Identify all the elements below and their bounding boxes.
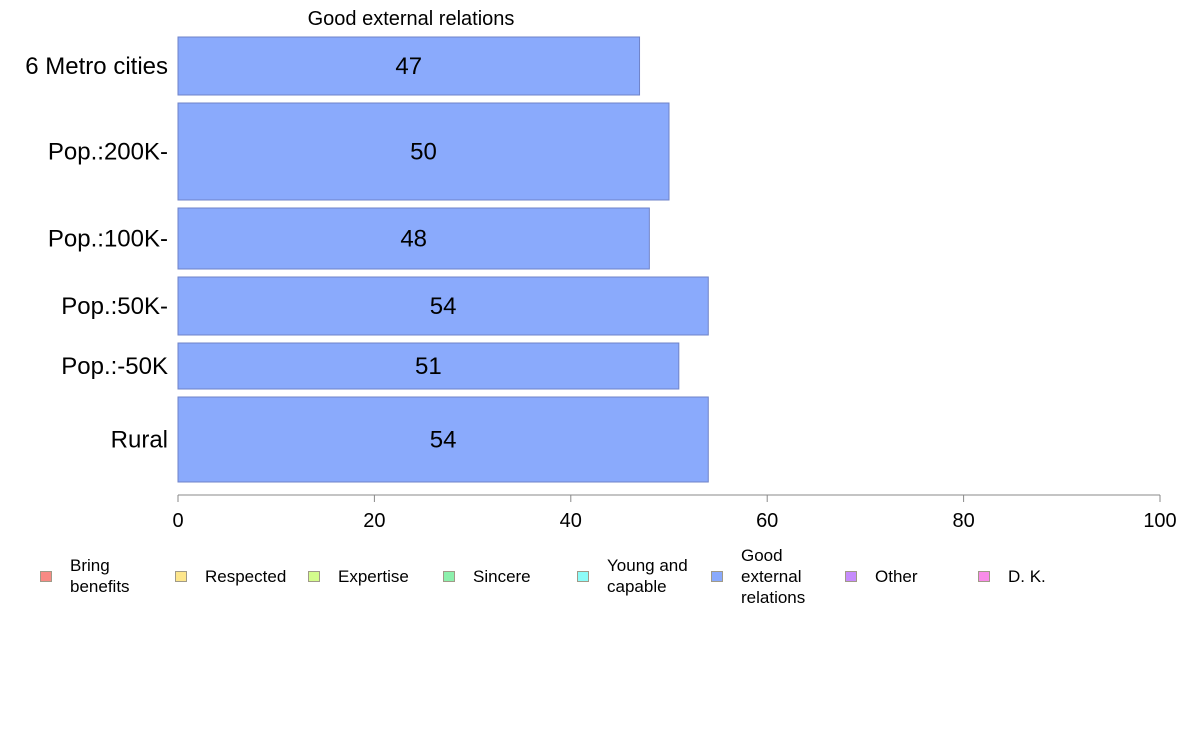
legend-label: Other xyxy=(875,566,918,586)
legend-label: Respected xyxy=(205,566,287,586)
legend-item: Respected xyxy=(175,566,286,587)
x-axis: 0 20 40 60 80 100 xyxy=(172,494,1177,532)
legend-label: Young and capable xyxy=(607,556,688,596)
bar-data-label: 50 xyxy=(410,139,437,166)
bar-chart: Good external relations 47 6 Metro cities… xyxy=(25,8,1177,532)
legend-item: Expertise xyxy=(308,566,409,587)
category-label: Pop.:50K- xyxy=(61,293,168,320)
legend: Bring benefits Respected Expertise Sincere Y… xyxy=(0,540,1188,620)
legend-label: Sincere xyxy=(473,566,531,586)
category-label: Rural xyxy=(111,427,168,454)
bar-data-label: 48 xyxy=(400,226,427,253)
category-label: Pop.:100K- xyxy=(48,226,168,253)
legend-swatch xyxy=(308,570,320,582)
bar-data-label: 54 xyxy=(430,293,457,320)
bar xyxy=(177,207,650,270)
bar xyxy=(177,36,641,96)
bar-data-label: 51 xyxy=(415,353,442,380)
legend-swatch xyxy=(577,570,589,582)
bar xyxy=(177,102,670,201)
legend-label: Expertise xyxy=(338,566,409,586)
bar xyxy=(177,342,680,390)
legend-label: Bring benefits xyxy=(70,556,130,596)
legend-swatch xyxy=(978,570,990,582)
legend-item: Young and capable xyxy=(577,555,688,597)
x-tick-label: 60 xyxy=(756,510,778,532)
legend-item: Bring benefits xyxy=(40,555,130,597)
legend-swatch xyxy=(711,570,723,582)
legend-item: Other xyxy=(845,566,918,587)
legend-swatch xyxy=(845,570,857,582)
chart-title: Good external relations xyxy=(308,8,515,30)
x-tick-label: 100 xyxy=(1143,510,1176,532)
bar-data-label: 54 xyxy=(430,427,457,454)
category-label: Pop.:-50K xyxy=(61,353,168,380)
bar-data-label: 47 xyxy=(395,53,422,80)
legend-swatch xyxy=(40,570,52,582)
bars-group: 47 6 Metro cities 50 Pop.:200K- 48 Pop.:100K-… xyxy=(25,36,709,483)
x-tick-label: 0 xyxy=(172,510,183,532)
legend-label: D. K. xyxy=(1008,566,1046,586)
legend-label: Good external relations xyxy=(741,545,806,607)
x-tick-label: 80 xyxy=(952,510,974,532)
legend-swatch xyxy=(443,570,455,582)
legend-item: Good external relations xyxy=(711,545,805,608)
legend-item: Sincere xyxy=(443,566,531,587)
legend-swatch xyxy=(175,570,187,582)
bar xyxy=(177,276,709,336)
x-tick-label: 20 xyxy=(363,510,385,532)
category-label: 6 Metro cities xyxy=(25,53,168,80)
category-label: Pop.:200K- xyxy=(48,139,168,166)
legend-item: D. K. xyxy=(978,566,1046,587)
bar xyxy=(177,396,709,483)
x-tick-label: 40 xyxy=(560,510,582,532)
